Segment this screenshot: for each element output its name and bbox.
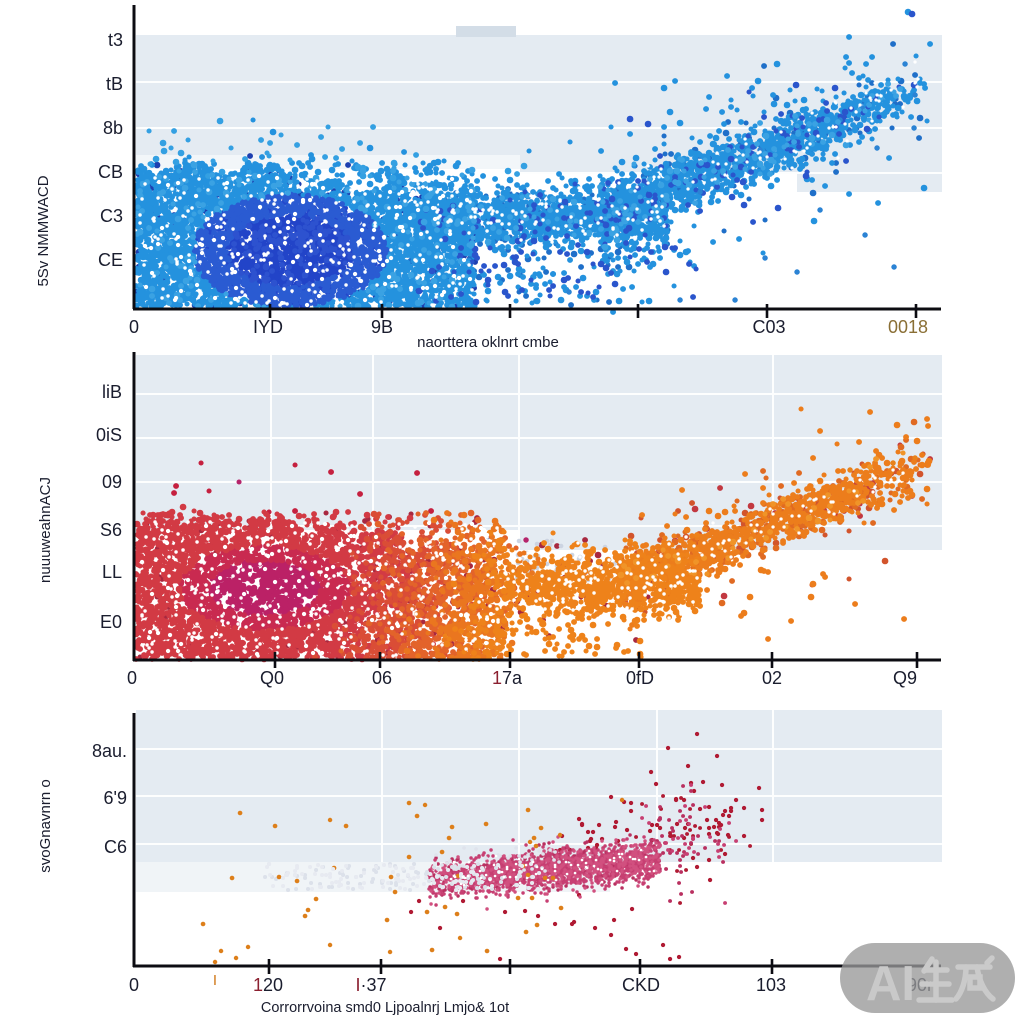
svg-text:nuuuweahnACJ: nuuuweahnACJ — [37, 477, 54, 583]
svg-text:CE: CE — [98, 250, 123, 270]
svg-text:17a: 17a — [492, 668, 523, 688]
svg-text:09: 09 — [102, 472, 122, 492]
svg-text:t3: t3 — [108, 30, 123, 50]
svg-text:0iS: 0iS — [96, 425, 122, 445]
svg-text:C3: C3 — [100, 206, 123, 226]
svg-text:0: 0 — [127, 668, 137, 688]
svg-text:liB: liB — [102, 382, 122, 402]
svg-text:I: I — [213, 972, 217, 989]
svg-text:Q0: Q0 — [260, 668, 284, 688]
svg-text:0fD: 0fD — [626, 668, 654, 688]
svg-text:IYD: IYD — [253, 317, 283, 337]
svg-text:8au.: 8au. — [92, 741, 127, 761]
svg-text:CKD: CKD — [622, 975, 660, 995]
svg-text:103: 103 — [756, 975, 786, 995]
svg-text:AI: AI — [866, 957, 915, 1011]
svg-text:I·37: I·37 — [355, 975, 386, 995]
svg-text:tB: tB — [106, 74, 123, 94]
svg-text:5Sv NMMWACD: 5Sv NMMWACD — [35, 175, 52, 286]
svg-text:0018: 0018 — [888, 317, 928, 337]
svg-text:C03: C03 — [752, 317, 785, 337]
svg-text:S6: S6 — [100, 520, 122, 540]
svg-text:CB: CB — [98, 162, 123, 182]
svg-text:E0: E0 — [100, 612, 122, 632]
svg-text:svoGnavnrn o: svoGnavnrn o — [37, 779, 54, 872]
svg-text:120: 120 — [253, 975, 283, 995]
svg-text:0: 0 — [129, 975, 139, 995]
svg-text:LL: LL — [102, 562, 122, 582]
svg-text:8b: 8b — [103, 118, 123, 138]
svg-text:6'9: 6'9 — [104, 788, 127, 808]
svg-text:06: 06 — [372, 668, 392, 688]
svg-text:0: 0 — [129, 317, 139, 337]
svg-text:9B: 9B — [371, 317, 393, 337]
svg-text:naorttera oklnrt cmbe: naorttera oklnrt cmbe — [417, 334, 559, 351]
svg-text:Q9: Q9 — [893, 668, 917, 688]
svg-text:Corrorrvoina smd0 Ljpoalnrj Lm: Corrorrvoina smd0 Ljpoalnrj Lmjo& 1ot — [261, 1000, 509, 1016]
svg-text:02: 02 — [762, 668, 782, 688]
svg-text:C6: C6 — [104, 837, 127, 857]
